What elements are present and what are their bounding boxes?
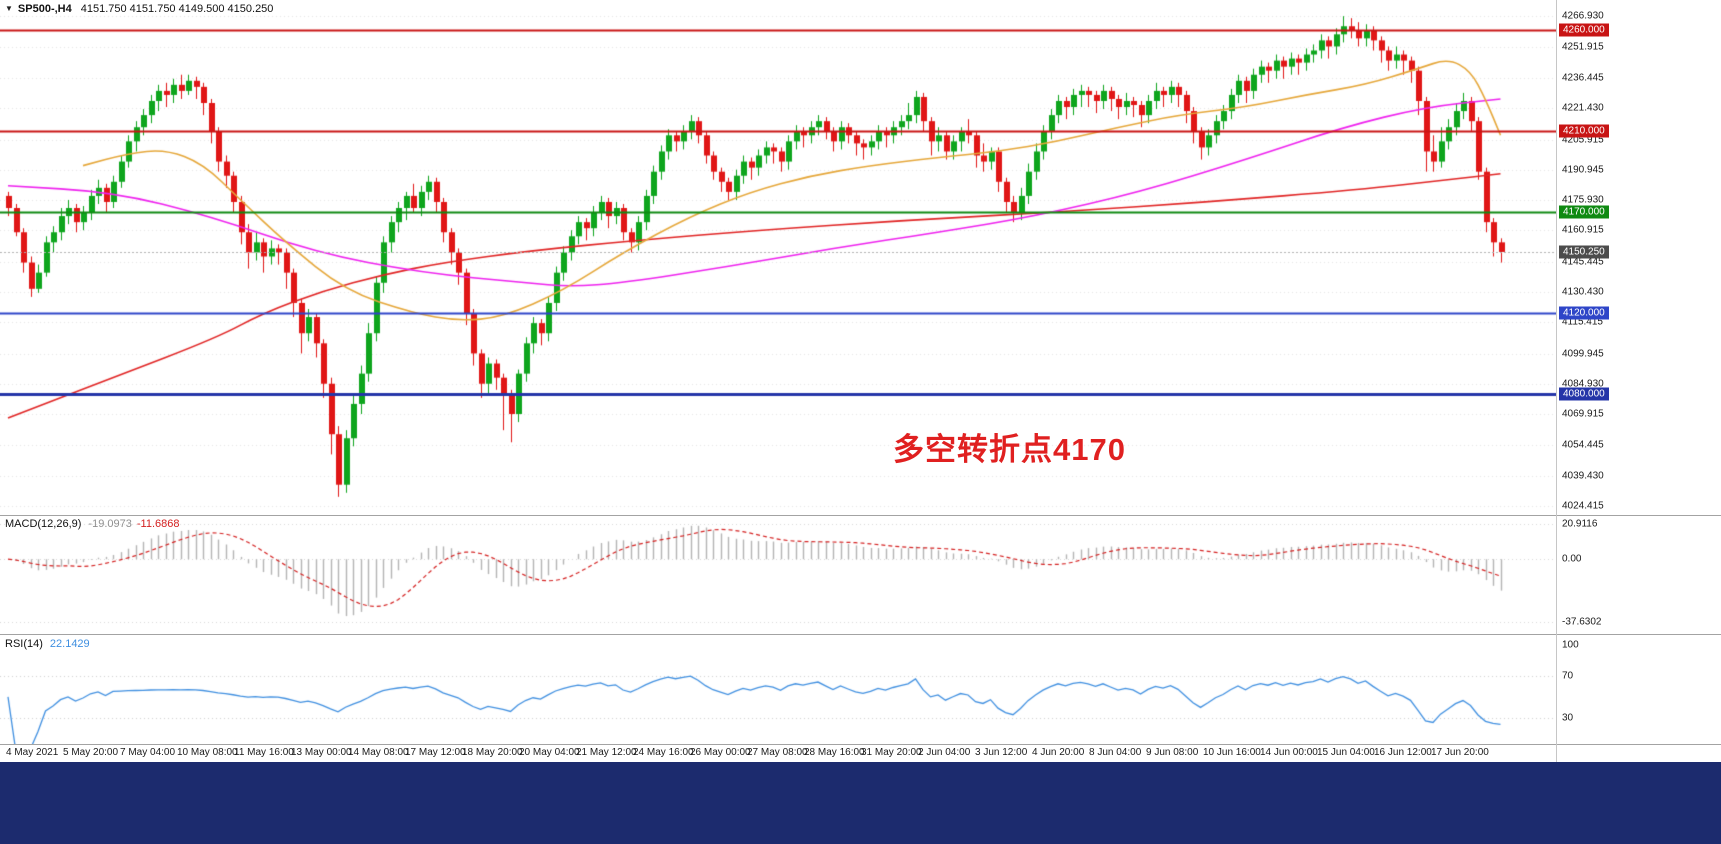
time-axis-label: 4 Jun 20:00 [1032,747,1085,758]
price-axis: 4266.930 4251.915 4236.445 4221.430 4205.915… [1558,0,1720,515]
time-axis-label: 3 Jun 12:00 [975,747,1028,758]
price-axis-label: 4130.430 [1562,286,1604,298]
time-axis-label: 10 May 08:00 [177,747,238,758]
time-axis-label: 21 May 12:00 [576,747,637,758]
price-badge: 4170.000 [1559,205,1609,219]
time-axis-label: 5 May 20:00 [63,747,119,758]
price-chart-panel: ▼ SP500-,H4 4151.750 4151.750 4149.500 415… [0,0,1720,515]
time-axis-label: 11 May 16:00 [234,747,294,758]
rsi-canvas[interactable] [0,636,1556,744]
price-badge: 4120.000 [1559,306,1609,320]
price-axis-label: 4084.930 [1562,378,1604,390]
time-axis-label: 20 May 04:00 [519,747,580,758]
macd-panel: MACD(12,26,9) -19.0973 -11.6868 20.9116 0.0… [0,516,1721,634]
price-axis-label: 4115.415 [1562,316,1603,328]
price-badge: 4210.000 [1559,124,1609,138]
time-axis-label: 28 May 16:00 [804,747,865,758]
macd-header: MACD(12,26,9) -19.0973 -11.6868 [5,518,179,530]
price-axis-label: 4069.915 [1562,408,1604,420]
price-axis-label: 4099.945 [1562,348,1604,360]
time-axis-label: 26 May 00:00 [690,747,751,758]
price-chart-canvas[interactable] [0,0,1556,515]
chart-header: ▼ SP500-,H4 4151.750 4151.750 4149.500 415… [5,3,273,15]
chart-annotation-text: 多空转折点4170 [893,432,1126,467]
time-axis-label: 13 May 00:00 [291,747,352,758]
macd-canvas[interactable] [0,516,1556,634]
time-axis-label: 7 May 04:00 [120,747,176,758]
price-axis-label: 4160.915 [1562,224,1604,236]
rsi-axis-label: 70 [1562,670,1574,682]
price-axis-label: 4145.445 [1562,256,1604,268]
macd-axis-label: 20.9116 [1562,518,1598,530]
axis-border [1556,0,1557,762]
panel-separator[interactable] [0,515,1721,516]
time-axis-label: 4 May 2021 [6,747,59,758]
time-axis-label: 2 Jun 04:00 [918,747,971,758]
time-axis-label: 15 Jun 04:00 [1317,747,1375,758]
time-axis-label: 17 Jun 20:00 [1431,747,1489,758]
time-axis-label: 9 Jun 08:00 [1146,747,1199,758]
rsi-axis: 100 70 30 [1558,636,1720,744]
rsi-axis-label: 30 [1562,712,1574,724]
price-badge: 4080.000 [1559,387,1609,401]
rsi-panel: RSI(14) 22.1429 100 70 30 [0,636,1721,744]
ohlc-values: 4151.750 4151.750 4149.500 4150.250 [80,3,274,15]
price-badge: 4150.250 [1559,245,1609,259]
price-axis-label: 4236.445 [1562,72,1604,84]
macd-axis-label: -37.6302 [1562,616,1602,628]
time-axis-label: 17 May 12:00 [405,747,466,758]
macd-label: MACD(12,26,9) [5,518,82,530]
time-axis-label: 16 Jun 12:00 [1374,747,1432,758]
price-axis-label: 4039.430 [1562,470,1604,482]
rsi-value: 22.1429 [49,638,90,650]
symbol-timeframe-label: SP500-,H4 [17,3,72,15]
time-axis-label: 8 Jun 04:00 [1089,747,1142,758]
time-axis-label: 31 May 20:00 [861,747,922,758]
time-axis-label: 24 May 16:00 [633,747,694,758]
collapse-chart-icon[interactable]: ▼ [5,4,13,13]
time-axis-label: 27 May 08:00 [747,747,808,758]
macd-axis: 20.9116 0.00 -37.6302 [1558,516,1720,634]
time-axis[interactable]: 4 May 2021 5 May 20:00 7 May 04:00 10 May 0… [0,745,1721,761]
price-axis-label: 4205.915 [1562,134,1604,146]
macd-main-value: -19.0973 [88,518,132,530]
rsi-label: RSI(14) [5,638,43,650]
price-axis-label: 4190.945 [1562,164,1604,176]
time-axis-label: 18 May 20:00 [462,747,523,758]
macd-axis-label: 0.00 [1562,553,1582,565]
panel-separator[interactable] [0,634,1721,635]
time-axis-label: 14 May 08:00 [348,747,409,758]
bottom-taskbar [0,762,1721,844]
rsi-header: RSI(14) 22.1429 [5,638,90,650]
time-axis-label: 10 Jun 16:00 [1203,747,1261,758]
price-axis-label: 4024.415 [1562,500,1604,512]
price-badge: 4260.000 [1559,23,1609,37]
macd-signal-value: -11.6868 [136,518,180,530]
price-axis-label: 4221.430 [1562,102,1604,114]
price-axis-label: 4054.445 [1562,439,1604,451]
time-axis-label: 14 Jun 00:00 [1260,747,1318,758]
panel-separator [0,744,1721,745]
rsi-axis-label: 100 [1562,639,1579,651]
price-axis-label: 4175.930 [1562,194,1604,206]
price-axis-label: 4266.930 [1562,10,1604,22]
price-axis-label: 4251.915 [1562,41,1604,53]
